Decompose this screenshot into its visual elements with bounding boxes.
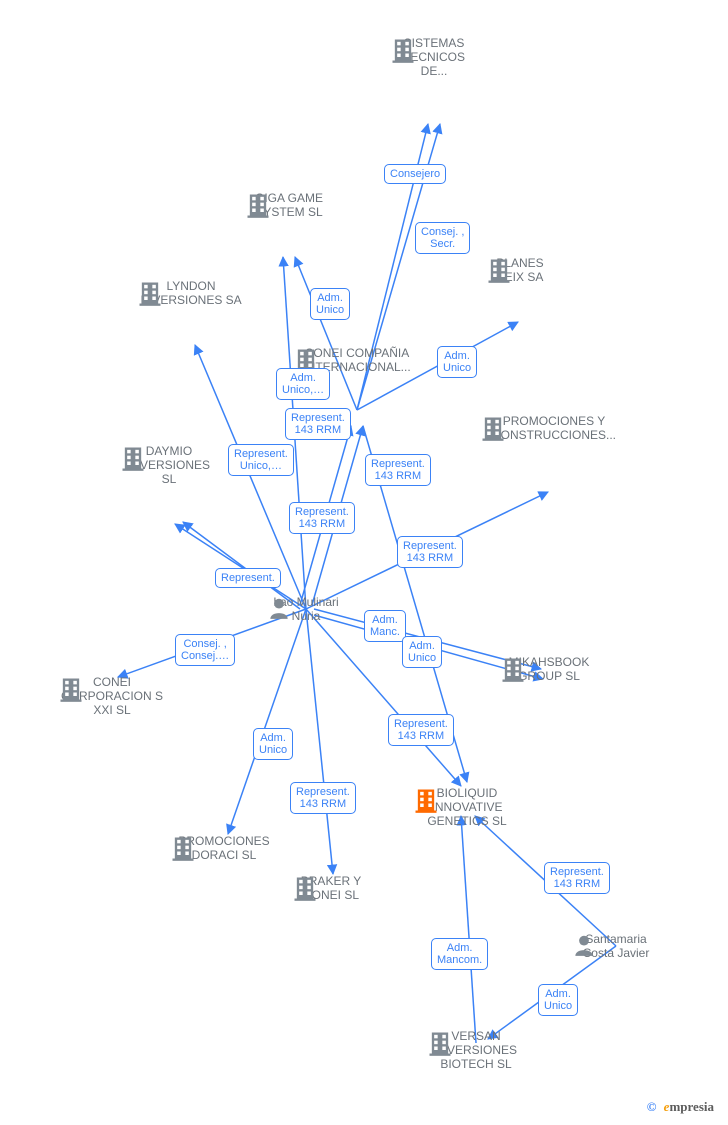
edge-label: Adm. Manc. — [364, 610, 406, 642]
edge-label: Represent. 143 RRM — [289, 502, 355, 534]
company-node[interactable]: LYNDON INVERSIONES SA — [136, 279, 246, 307]
copyright-symbol: © — [647, 1099, 657, 1115]
edge-label: Adm. Unico,… — [276, 368, 330, 400]
person-node[interactable]: Santamaria Costa Javier — [571, 932, 661, 960]
company-node[interactable]: MIKAHSBOOK GROUP SL — [499, 655, 599, 683]
relationship-edge — [306, 609, 333, 874]
company-node[interactable]: BLANES PEIX SA — [485, 256, 555, 284]
edge-label: Represent. 143 RRM — [285, 408, 351, 440]
company-node[interactable]: SISTEMAS TECNICOS DE... — [389, 36, 479, 78]
relationship-edge — [461, 816, 476, 1043]
edge-label: Consej. , Secr. — [415, 222, 470, 254]
company-node[interactable]: GIGA GAME SYSTEM SL — [244, 191, 334, 219]
edge-label: Consejero — [384, 164, 446, 184]
company-node[interactable]: BIOLIQUID INNOVATIVE GENETICS SL — [412, 786, 522, 828]
edge-label: Represent. 143 RRM — [397, 536, 463, 568]
edge-label: Represent. Unico,… — [228, 444, 294, 476]
edge-label: Represent. 143 RRM — [388, 714, 454, 746]
edge-label: Represent. 143 RRM — [544, 862, 610, 894]
company-node[interactable]: CONEI CORPORACION S XXI SL — [57, 675, 167, 717]
edge-label: Adm. Unico — [538, 984, 578, 1016]
edge-label: Adm. Unico — [437, 346, 477, 378]
company-node[interactable]: PROMOCIONES DORACI SL — [169, 834, 279, 862]
company-node[interactable]: PROMOCIONES Y CONSTRUCCIONES... — [479, 414, 629, 442]
footer-attribution: © empresia — [647, 1099, 714, 1115]
edge-label: Adm. Mancom. — [431, 938, 488, 970]
edge-label: Consej. , Consej.… — [175, 634, 235, 666]
edge-label: Represent. 143 RRM — [290, 782, 356, 814]
edge-label: Represent. — [215, 568, 281, 588]
edge-label: Represent. 143 RRM — [365, 454, 431, 486]
edge-label: Adm. Unico — [310, 288, 350, 320]
company-node[interactable]: BRAKER Y CONEI SL — [291, 874, 371, 902]
brand-rest: mpresia — [669, 1099, 714, 1114]
company-node[interactable]: VERSAN INVERSIONES BIOTECH SL — [426, 1029, 526, 1071]
person-node[interactable]: Lao Mulinari Nuria — [266, 595, 346, 623]
edge-label: Adm. Unico — [402, 636, 442, 668]
edge-label: Adm. Unico — [253, 728, 293, 760]
company-node[interactable]: DAYMIO INVERSIONES SL — [119, 444, 219, 486]
